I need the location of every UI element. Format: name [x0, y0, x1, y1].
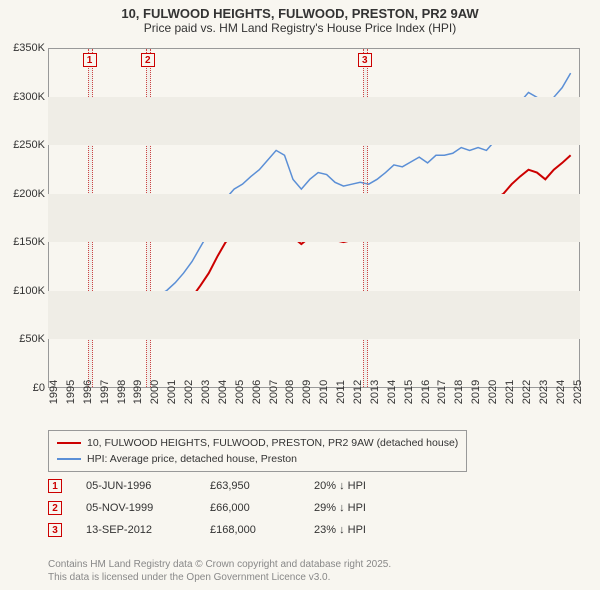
transaction-number: 1 — [48, 479, 62, 493]
legend-item: 10, FULWOOD HEIGHTS, FULWOOD, PRESTON, P… — [57, 435, 458, 451]
x-axis-tick-label: 2022 — [521, 380, 533, 404]
transaction-date: 05-JUN-1996 — [86, 480, 186, 492]
x-axis-tick-label: 2008 — [284, 380, 296, 404]
x-axis-tick-label: 2007 — [268, 380, 280, 404]
y-axis-tick-label: £150K — [1, 236, 45, 248]
legend-item: HPI: Average price, detached house, Pres… — [57, 451, 458, 467]
x-axis-tick-label: 2001 — [166, 380, 178, 404]
x-axis-tick-label: 2002 — [183, 380, 195, 404]
x-axis-tick-label: 2015 — [403, 380, 415, 404]
transaction-marker-dot — [360, 221, 369, 230]
transaction-price: £168,000 — [210, 524, 290, 536]
y-axis-tick-label: £100K — [1, 285, 45, 297]
transaction-row: 2 05-NOV-1999 £66,000 29% ↓ HPI — [48, 497, 394, 519]
x-axis-tick-label: 2000 — [149, 380, 161, 404]
transaction-marker-band — [146, 49, 151, 387]
x-axis-tick-label: 2021 — [504, 380, 516, 404]
x-axis-tick-label: 2024 — [555, 380, 567, 404]
y-axis-tick-label: £0 — [1, 382, 45, 394]
attribution-footer: Contains HM Land Registry data © Crown c… — [48, 558, 391, 584]
x-axis-tick-label: 2005 — [234, 380, 246, 404]
x-axis-tick-label: 2019 — [470, 380, 482, 404]
y-axis-tick-label: £300K — [1, 91, 45, 103]
legend-label: HPI: Average price, detached house, Pres… — [87, 451, 297, 467]
y-axis-tick-label: £250K — [1, 139, 45, 151]
x-axis-tick-label: 1996 — [82, 380, 94, 404]
transaction-row: 3 13-SEP-2012 £168,000 23% ↓ HPI — [48, 519, 394, 541]
chart-svg — [49, 49, 579, 387]
x-axis-tick-label: 1997 — [99, 380, 111, 404]
x-axis-tick-label: 1995 — [65, 380, 77, 404]
chart-subtitle: Price paid vs. HM Land Registry's House … — [0, 21, 600, 35]
y-axis-tick-label: £350K — [1, 42, 45, 54]
transaction-price: £63,950 — [210, 480, 290, 492]
series-price_paid — [66, 155, 571, 327]
x-axis-tick-label: 2020 — [487, 380, 499, 404]
chart-title: 10, FULWOOD HEIGHTS, FULWOOD, PRESTON, P… — [0, 6, 600, 21]
x-axis-tick-label: 2016 — [420, 380, 432, 404]
transaction-marker-band — [363, 49, 368, 387]
x-axis-tick-label: 2003 — [200, 380, 212, 404]
footer-line-1: Contains HM Land Registry data © Crown c… — [48, 558, 391, 571]
x-axis-tick-label: 2013 — [369, 380, 381, 404]
transaction-marker-number: 3 — [358, 53, 372, 67]
legend-label: 10, FULWOOD HEIGHTS, FULWOOD, PRESTON, P… — [87, 435, 458, 451]
x-axis-tick-label: 2014 — [386, 380, 398, 404]
transaction-date: 13-SEP-2012 — [86, 524, 186, 536]
x-axis-tick-label: 1999 — [132, 380, 144, 404]
transactions-table: 1 05-JUN-1996 £63,950 20% ↓ HPI 2 05-NOV-1999… — [48, 475, 394, 541]
y-axis-tick-label: £200K — [1, 188, 45, 200]
transaction-marker-band — [88, 49, 93, 387]
x-axis-tick-label: 2010 — [318, 380, 330, 404]
y-axis-tick-label: £50K — [1, 333, 45, 345]
transaction-marker-dot — [143, 320, 152, 329]
x-axis-tick-label: 2017 — [436, 380, 448, 404]
legend-swatch — [57, 442, 81, 444]
transaction-diff: 20% ↓ HPI — [314, 480, 394, 492]
x-axis-tick-label: 2004 — [217, 380, 229, 404]
x-axis-tick-label: 2023 — [538, 380, 550, 404]
series-hpi — [49, 73, 571, 311]
chart-title-block: 10, FULWOOD HEIGHTS, FULWOOD, PRESTON, P… — [0, 0, 600, 37]
x-axis-tick-label: 2009 — [301, 380, 313, 404]
x-axis-tick-label: 2006 — [251, 380, 263, 404]
x-axis-tick-label: 2012 — [352, 380, 364, 404]
x-axis-tick-label: 1994 — [48, 380, 60, 404]
x-axis-tick-label: 2018 — [453, 380, 465, 404]
transaction-marker-number: 2 — [141, 53, 155, 67]
transaction-diff: 23% ↓ HPI — [314, 524, 394, 536]
chart-legend: 10, FULWOOD HEIGHTS, FULWOOD, PRESTON, P… — [48, 430, 467, 472]
x-axis-tick-label: 1998 — [116, 380, 128, 404]
footer-line-2: This data is licensed under the Open Gov… — [48, 571, 391, 584]
x-axis-tick-label: 2025 — [572, 380, 584, 404]
x-axis-tick-label: 2011 — [335, 380, 347, 404]
transaction-row: 1 05-JUN-1996 £63,950 20% ↓ HPI — [48, 475, 394, 497]
transaction-diff: 29% ↓ HPI — [314, 502, 394, 514]
transaction-number: 2 — [48, 501, 62, 515]
chart-plot-area: 1 2 3 — [48, 48, 580, 388]
transaction-number: 3 — [48, 523, 62, 537]
transaction-marker-dot — [85, 322, 94, 331]
transaction-marker-number: 1 — [83, 53, 97, 67]
transaction-date: 05-NOV-1999 — [86, 502, 186, 514]
transaction-price: £66,000 — [210, 502, 290, 514]
legend-swatch — [57, 458, 81, 460]
